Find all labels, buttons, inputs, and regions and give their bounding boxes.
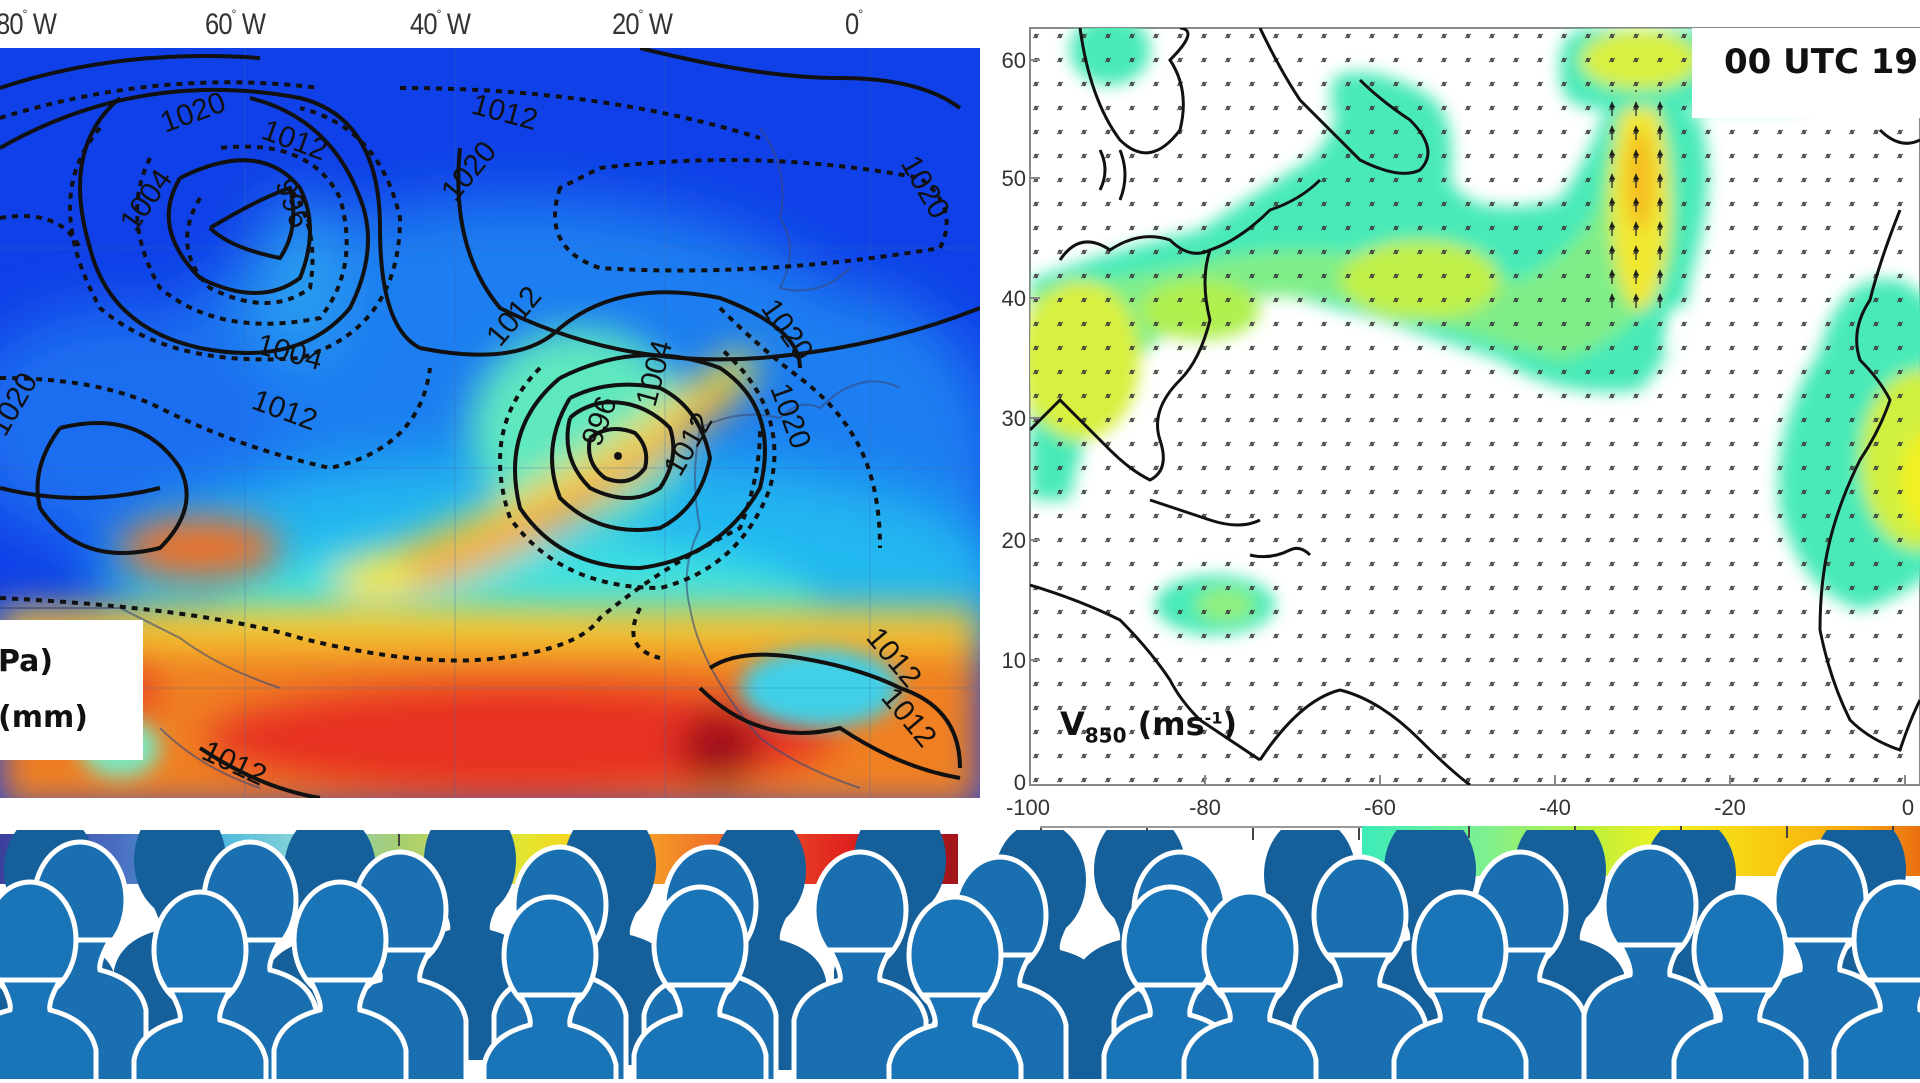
lon-label-80w: 80° W — [0, 6, 57, 41]
left-map-canvas: 1020 1012 1004 996 1012 1020 1020 1004 1… — [0, 48, 980, 798]
audience-icon — [0, 802, 1920, 1079]
cyclone-center-marker — [614, 452, 622, 460]
lon-label-40w: 40° W — [410, 6, 471, 41]
time-label: 00 UTC 19 — [1724, 42, 1919, 82]
x-tick-minus60: -60 — [1364, 795, 1396, 820]
left-map-longitude-axis: 80° W 60° W 40° W 20° W 0° — [0, 0, 980, 48]
time-label-box: 00 UTC 19 — [1692, 28, 1920, 118]
x-tick-minus20: -20 — [1714, 795, 1746, 820]
y-tick-0: 0 — [1013, 770, 1026, 795]
wind-speed-legend-label: V850 (ms-1) — [1060, 705, 1238, 748]
y-tick-60: 60 — [1001, 48, 1026, 73]
y-tick-10: 10 — [1001, 648, 1026, 673]
x-tick-minus100: -100 — [1005, 795, 1051, 820]
wind-850-map-panel: 60 50 40 30 20 10 0 -100 -80 -60 -40 -20… — [1000, 0, 1920, 830]
x-tick-0: 0 — [1901, 795, 1915, 820]
audience-silhouettes — [0, 802, 1920, 1079]
left-map-legend: Pa) (mm) — [0, 620, 143, 760]
x-tick-minus40: -40 — [1539, 795, 1571, 820]
lon-label-60w: 60° W — [205, 6, 266, 41]
y-tick-40: 40 — [1001, 286, 1026, 311]
y-tick-30: 30 — [1001, 406, 1026, 431]
legend-pressure-unit: Pa) — [0, 644, 54, 679]
lon-label-0: 0° — [845, 6, 863, 41]
legend-pw-unit: (mm) — [0, 700, 88, 735]
y-tick-20: 20 — [1001, 528, 1026, 553]
y-tick-50: 50 — [1001, 166, 1026, 191]
x-tick-minus80: -80 — [1189, 795, 1221, 820]
lon-label-20w: 20° W — [612, 6, 673, 41]
wind-map-canvas — [1029, 27, 1920, 786]
pressure-precipitable-water-map: 1020 1012 1004 996 1012 1020 1020 1004 1… — [0, 48, 980, 798]
